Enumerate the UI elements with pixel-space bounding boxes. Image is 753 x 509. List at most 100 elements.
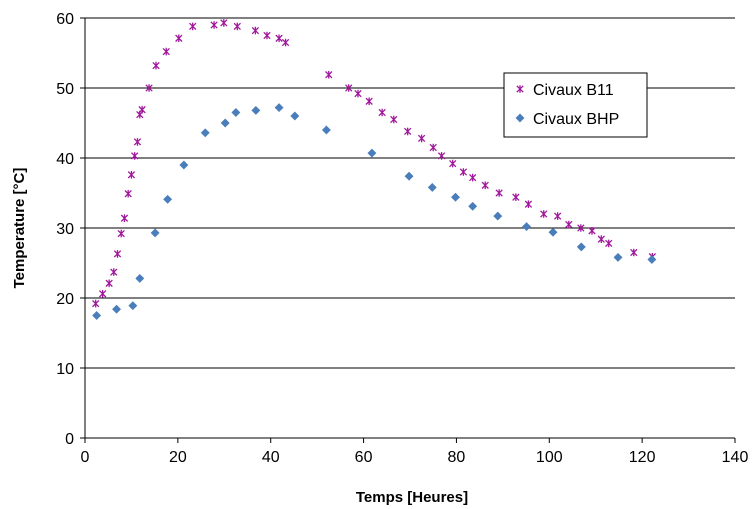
y-axis-title: Temperature [°C] [11,168,28,289]
data-point [210,21,218,29]
y-tick-label: 50 [56,81,74,98]
legend-marker-civaux-b11 [516,85,524,93]
data-point [98,290,107,298]
data-point [251,26,260,35]
legend: Civaux B11 Civaux BHP [503,72,648,138]
y-tick-label: 40 [56,151,74,168]
data-point [449,159,457,168]
series-civaux-bhp [92,103,657,321]
data-point [290,111,300,121]
data-point [113,250,122,258]
x-tick-label: 40 [262,449,280,466]
x-tick-label: 20 [169,449,187,466]
data-point [145,84,153,92]
x-tick-label: 100 [536,449,563,466]
series-civaux-b11 [92,19,657,308]
x-tick-label: 80 [448,449,466,466]
data-point [274,103,284,113]
data-point [220,118,230,128]
data-point [105,279,113,288]
legend-box [503,72,648,138]
data-point [150,228,160,238]
data-point [548,227,558,237]
data-point [162,47,170,56]
data-point [133,138,142,146]
data-point [630,248,638,257]
data-point [427,182,437,192]
data-point [128,301,138,311]
data-point [481,181,489,190]
data-point [152,61,160,70]
legend-label-civaux-b11: Civaux B11 [533,82,614,99]
y-tick-label: 20 [56,291,74,308]
data-point [365,97,373,106]
data-point [469,173,477,182]
data-point [124,189,132,198]
legend-label-civaux-bhp: Civaux BHP [533,111,619,128]
data-point [127,171,136,179]
y-tick-labels: 0 10 20 30 40 50 60 [56,11,74,448]
legend-marker-civaux-bhp [515,113,525,123]
data-point [220,19,228,27]
data-point [429,143,437,152]
data-point [404,171,414,181]
data-point [163,194,173,204]
data-point [131,152,139,160]
data-point [493,211,503,221]
x-axis-title: Temps [Heures] [356,489,468,506]
data-point [345,84,353,92]
data-point [263,31,271,40]
data-point [92,310,102,321]
data-point [468,201,478,211]
data-point [112,304,122,314]
data-point [231,107,241,118]
data-point [417,134,426,143]
data-point [597,235,605,243]
data-point [495,189,503,197]
data-point [605,239,613,248]
data-point [120,214,129,222]
y-tick-label: 10 [56,361,74,378]
data-points [92,19,657,321]
data-point [512,193,520,201]
x-tick-labels: 0 20 40 60 80 100 120 140 [81,449,749,466]
data-point [138,105,146,114]
data-point [175,34,183,43]
data-point [450,192,461,202]
data-point [200,128,210,138]
data-point [647,254,657,265]
data-point [135,273,145,283]
data-point [437,152,446,160]
data-point [521,222,532,232]
data-point [233,22,241,31]
data-point [110,268,118,276]
data-point [565,220,573,229]
data-point [404,127,412,136]
legend-marker-diamond [515,113,525,123]
data-point [540,210,548,218]
y-tick-label: 60 [56,11,74,28]
axes [80,17,736,443]
data-point [378,108,386,117]
data-point [354,89,362,98]
x-tick-label: 140 [722,449,749,466]
x-tick-label: 120 [629,449,656,466]
y-tick-label: 30 [56,221,74,238]
data-point [275,34,283,43]
data-point [524,200,533,208]
data-point [588,227,596,235]
legend-marker-asterisk [516,85,524,93]
data-point [117,229,125,238]
data-point [613,252,623,262]
data-point [390,115,398,124]
x-tick-label: 0 [81,449,90,466]
data-point [576,242,586,252]
y-tick-label: 0 [65,431,74,448]
grid-lines [85,17,735,369]
data-point [459,168,468,176]
data-point [281,38,290,47]
data-point [553,212,562,220]
data-point [251,105,261,115]
data-point [321,125,331,135]
